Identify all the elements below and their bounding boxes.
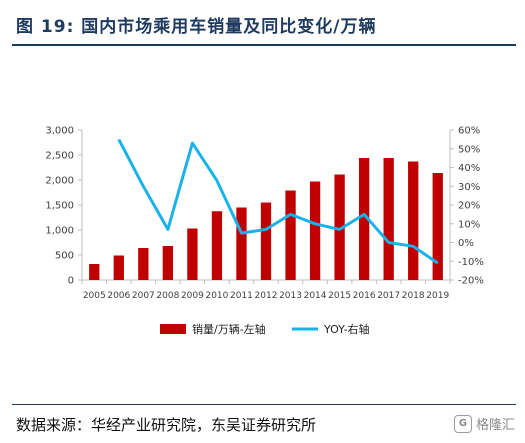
bar (358, 158, 370, 280)
x-tick-label: 2014 (304, 291, 327, 301)
x-tick-label: 2005 (83, 291, 106, 301)
left-tick-label: 2,500 (45, 151, 74, 162)
line-series (117, 138, 439, 265)
source-rule (12, 404, 516, 405)
legend-bar-label: 销量/万辆-左轴 (192, 322, 266, 336)
right-tick-label: 20% (458, 201, 480, 212)
bar (383, 158, 394, 280)
x-tick-label: 2008 (156, 291, 179, 301)
right-tick-label: 30% (458, 182, 480, 193)
bar (162, 246, 174, 280)
left-tick-label: 3,000 (45, 126, 74, 137)
figure-title: 图 19: 国内市场乘用车销量及同比变化/万辆 (16, 17, 377, 37)
left-tick-label: 1,500 (45, 201, 74, 212)
bar (236, 207, 247, 280)
right-tick-label: 60% (458, 126, 480, 137)
bar (334, 174, 345, 280)
bar (89, 264, 100, 280)
right-tick-label: -20% (458, 276, 484, 287)
watermark: G 格隆汇 (453, 414, 515, 433)
legend-line-label: YOY-右轴 (323, 322, 370, 336)
x-tick-label: 2006 (107, 291, 130, 301)
bar (285, 190, 296, 280)
bar (113, 255, 124, 280)
bar (309, 181, 321, 280)
right-tick-label: -10% (458, 257, 484, 268)
bar (408, 161, 419, 280)
bar (138, 248, 149, 280)
bar (187, 228, 198, 280)
right-tick-label: 10% (458, 219, 480, 230)
right-tick-label: 50% (458, 144, 480, 155)
x-tick-label: 2010 (205, 291, 228, 301)
left-tick-label: 500 (55, 251, 74, 262)
bar (260, 202, 272, 280)
x-tick-label: 2018 (402, 291, 425, 301)
legend-bar-swatch (160, 324, 186, 334)
left-tick-label: 0 (68, 276, 74, 287)
watermark-text: 格隆汇 (475, 418, 515, 433)
x-tick-label: 2011 (230, 291, 253, 301)
x-tick-label: 2016 (353, 291, 376, 301)
bar-series (89, 158, 443, 280)
source-note: 数据来源：华经产业研究院，东吴证券研究所 (16, 416, 317, 434)
x-tick-label: 2015 (328, 291, 351, 301)
x-tick-label: 2007 (132, 291, 155, 301)
title-rule (12, 44, 516, 46)
x-tick-label: 2009 (181, 291, 204, 301)
watermark-logo-icon: G (453, 414, 472, 433)
x-tick-label: 2017 (377, 291, 400, 301)
left-tick-label: 1,000 (45, 226, 74, 237)
bar (211, 211, 223, 280)
x-tick-label: 2013 (279, 291, 302, 301)
right-tick-label: 0% (458, 238, 474, 249)
x-tick-label: 2019 (426, 291, 449, 301)
x-tick-label: 2012 (255, 291, 278, 301)
right-tick-label: 40% (458, 163, 480, 174)
legend: 销量/万辆-左轴 YOY-右轴 (160, 322, 370, 336)
bar (432, 173, 443, 280)
tick-labels: 0 500 1,000 1,500 2,000 2,500 3,000 -20% -10% 0% 1… (45, 126, 483, 302)
yoy-line (117, 138, 439, 265)
left-tick-label: 2,000 (45, 176, 74, 187)
